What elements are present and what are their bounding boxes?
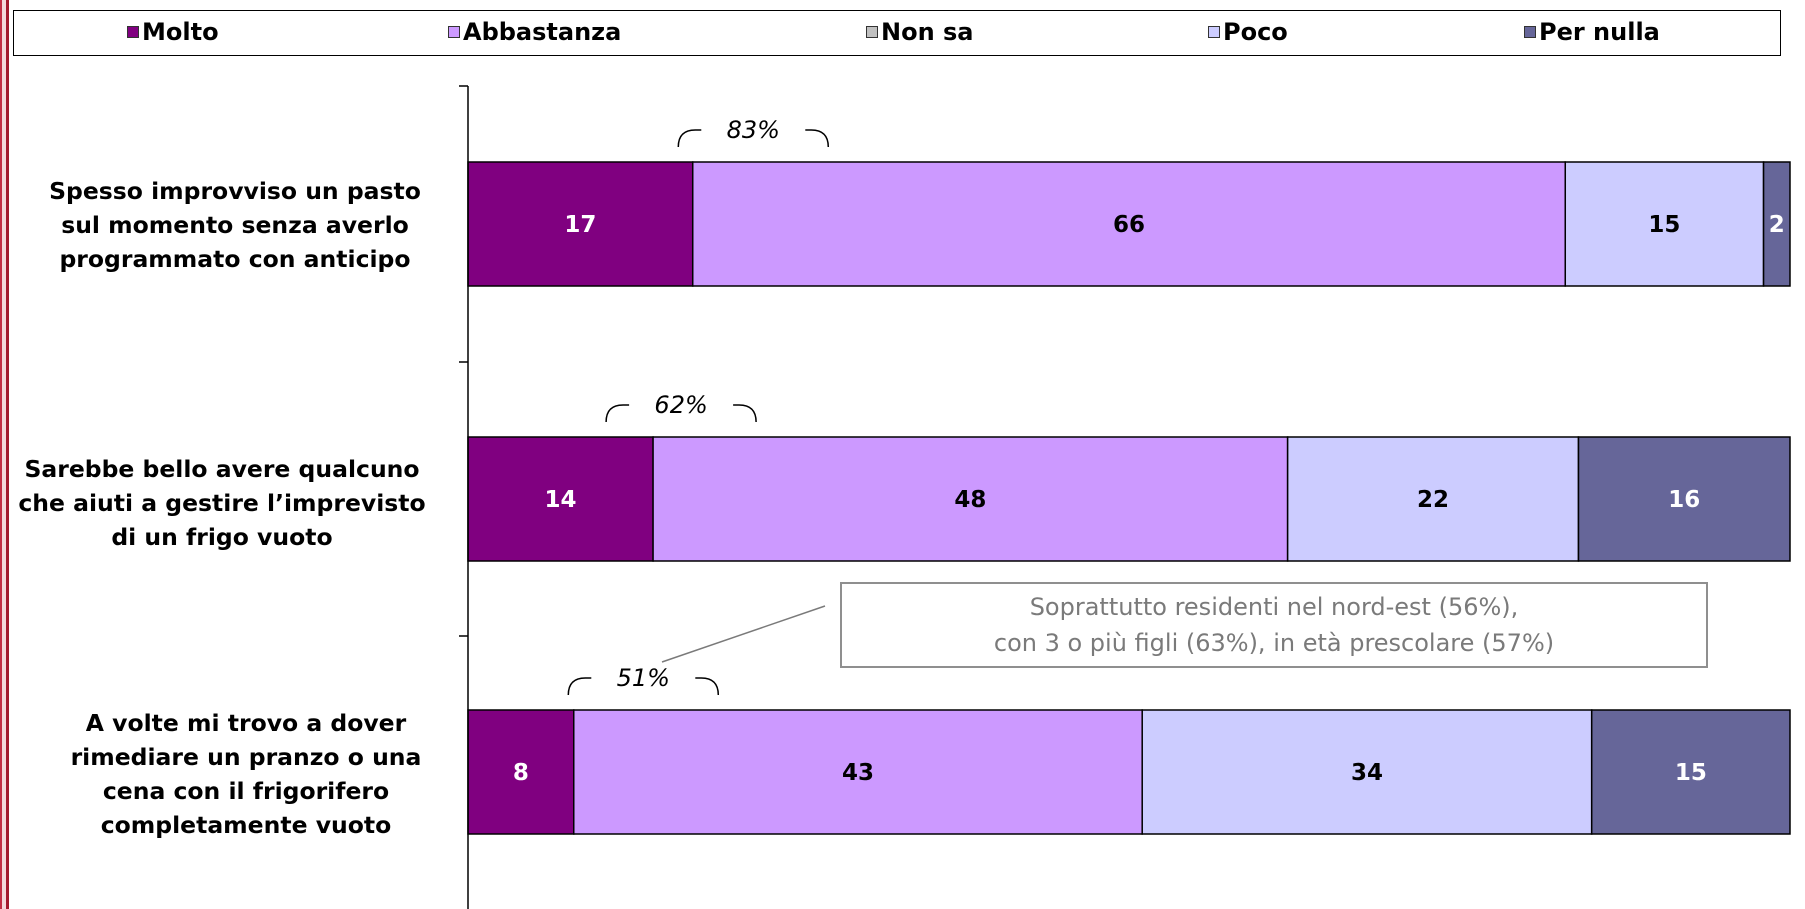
category-label-2: Sarebbe bello avere qualcuno che aiuti a… bbox=[2, 452, 442, 554]
category-label-3-line-3: cena con il frigorifero bbox=[102, 777, 390, 805]
data-label-3-abbastanza: 43 bbox=[842, 760, 874, 786]
category-label-1-line-1: Spesso improvviso un pasto bbox=[49, 177, 421, 205]
bar-3-poco bbox=[1141, 709, 1593, 835]
total-bracket-right-1 bbox=[805, 129, 830, 148]
category-label-2-line-1: Sarebbe bello avere qualcuno bbox=[24, 455, 420, 483]
bar-3-per-nulla bbox=[1590, 709, 1791, 835]
total-bracket-right-3 bbox=[695, 677, 720, 696]
bar-3-molto bbox=[467, 709, 575, 835]
legend-swatch-per-nulla bbox=[1524, 26, 1536, 38]
legend-label-poco: Poco bbox=[1223, 18, 1288, 46]
category-label-3-line-4: completamente vuoto bbox=[100, 811, 392, 839]
legend-item-abbastanza: Abbastanza bbox=[448, 18, 622, 46]
legend-label-molto: Molto bbox=[142, 18, 219, 46]
data-label-2-molto: 14 bbox=[545, 487, 577, 513]
legend-label-per-nulla: Per nulla bbox=[1539, 18, 1660, 46]
legend-label-non-sa: Non sa bbox=[881, 18, 974, 46]
total-bracket-left-2 bbox=[605, 404, 630, 423]
data-label-2-abbastanza: 48 bbox=[954, 487, 986, 513]
data-label-3-molto: 8 bbox=[513, 760, 529, 786]
callout-line-1: Soprattutto residenti nel nord-est (56%)… bbox=[1029, 593, 1519, 621]
data-label-1-per-nulla: 2 bbox=[1769, 212, 1785, 238]
category-label-2-line-3: di un frigo vuoto bbox=[111, 523, 333, 551]
legend-swatch-poco bbox=[1208, 26, 1220, 38]
chart-legend: Molto Abbastanza Non sa Poco Per nulla bbox=[13, 10, 1781, 56]
data-label-2-per-nulla: 16 bbox=[1668, 487, 1700, 513]
total-bracket-right-2 bbox=[733, 404, 757, 423]
slide-left-border bbox=[0, 0, 9, 909]
category-label-3-line-2: rimediare un pranzo o una bbox=[70, 743, 422, 771]
bar-1-poco bbox=[1564, 161, 1765, 287]
total-label-2: 62% bbox=[654, 391, 707, 419]
category-label-1-line-2: sul momento senza averlo bbox=[61, 211, 409, 239]
data-label-1-molto: 17 bbox=[564, 212, 596, 238]
callout-note: Soprattutto residenti nel nord-est (56%)… bbox=[840, 582, 1708, 668]
bar-2-per-nulla bbox=[1577, 436, 1791, 562]
legend-item-poco: Poco bbox=[1208, 18, 1288, 46]
total-label-3: 51% bbox=[617, 664, 670, 692]
data-label-1-poco: 15 bbox=[1648, 212, 1680, 238]
category-label-1: Spesso improvviso un pasto sul momento s… bbox=[15, 174, 455, 276]
category-label-1-line-3: programmato con anticipo bbox=[59, 245, 411, 273]
total-label-1: 83% bbox=[727, 116, 780, 144]
data-label-2-poco: 22 bbox=[1417, 487, 1449, 513]
category-label-2-line-2: che aiuti a gestire l’imprevisto bbox=[18, 489, 426, 517]
data-label-3-poco: 34 bbox=[1351, 760, 1383, 786]
data-label-3-per-nulla: 15 bbox=[1675, 760, 1707, 786]
callout-line-2: con 3 o più figli (63%), in età prescola… bbox=[993, 629, 1555, 657]
bar-1-molto bbox=[467, 161, 694, 287]
legend-swatch-non-sa bbox=[866, 26, 878, 38]
bar-2-abbastanza bbox=[652, 436, 1289, 562]
bar-3-abbastanza bbox=[573, 709, 1143, 835]
legend-swatch-molto bbox=[127, 26, 139, 38]
category-label-3-line-1: A volte mi trovo a dover bbox=[85, 709, 407, 737]
data-label-1-abbastanza: 66 bbox=[1113, 212, 1145, 238]
legend-item-molto: Molto bbox=[127, 18, 219, 46]
bar-2-poco bbox=[1286, 436, 1580, 562]
legend-swatch-abbastanza bbox=[448, 26, 460, 38]
total-bracket-left-1 bbox=[677, 129, 702, 148]
legend-item-per-nulla: Per nulla bbox=[1524, 18, 1660, 46]
bar-1-per-nulla bbox=[1762, 161, 1791, 287]
legend-item-non-sa: Non sa bbox=[866, 18, 974, 46]
callout-pointer bbox=[661, 605, 826, 663]
bar-1-abbastanza bbox=[691, 161, 1567, 287]
legend-label-abbastanza: Abbastanza bbox=[463, 18, 622, 46]
total-bracket-left-3 bbox=[567, 677, 592, 696]
category-label-3: A volte mi trovo a dover rimediare un pr… bbox=[26, 706, 466, 842]
